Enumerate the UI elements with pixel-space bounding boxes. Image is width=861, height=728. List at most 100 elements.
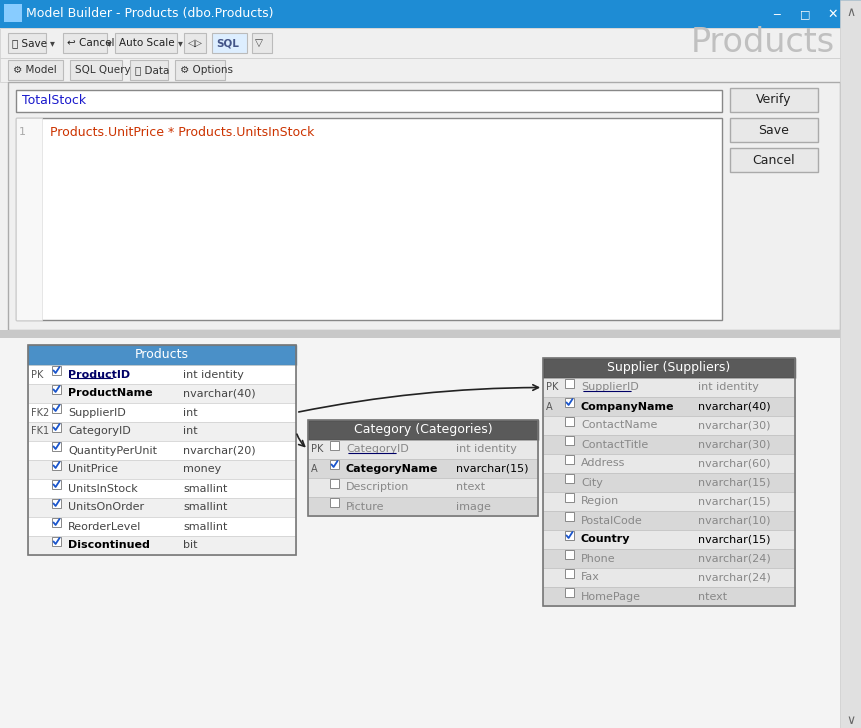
- Bar: [564, 473, 573, 483]
- Bar: [0, 28, 861, 58]
- Bar: [542, 492, 794, 511]
- Text: UnitPrice: UnitPrice: [68, 464, 118, 475]
- Text: nvarchar(40): nvarchar(40): [183, 389, 256, 398]
- Bar: [70, 60, 122, 80]
- Text: nvarchar(20): nvarchar(20): [183, 446, 256, 456]
- Bar: [63, 33, 107, 53]
- Bar: [52, 518, 61, 526]
- Text: nvarchar(15): nvarchar(15): [455, 464, 528, 473]
- Bar: [4, 4, 22, 22]
- Bar: [28, 345, 295, 555]
- Bar: [28, 365, 295, 384]
- Bar: [307, 440, 537, 459]
- Bar: [115, 33, 177, 53]
- Text: SQL Query: SQL Query: [75, 65, 131, 75]
- Text: int identity: int identity: [697, 382, 758, 392]
- Bar: [8, 33, 46, 53]
- Bar: [564, 587, 573, 596]
- Text: UnitsInStock: UnitsInStock: [68, 483, 138, 494]
- Bar: [28, 460, 295, 479]
- Text: int: int: [183, 427, 197, 437]
- Text: ─: ─: [772, 9, 779, 19]
- Bar: [52, 461, 61, 470]
- Text: bit: bit: [183, 540, 197, 550]
- Bar: [564, 531, 573, 539]
- Bar: [564, 493, 573, 502]
- Text: ▾: ▾: [177, 38, 183, 48]
- Text: Products.UnitPrice * Products.UnitsInStock: Products.UnitPrice * Products.UnitsInSto…: [50, 125, 314, 138]
- Text: QuantityPerUnit: QuantityPerUnit: [68, 446, 157, 456]
- Text: ▾: ▾: [107, 38, 112, 48]
- Text: int identity: int identity: [455, 445, 517, 454]
- Bar: [28, 479, 295, 498]
- Bar: [564, 569, 573, 577]
- Text: FK2: FK2: [31, 408, 49, 417]
- Bar: [839, 0, 861, 728]
- Text: Auto Scale: Auto Scale: [119, 38, 175, 48]
- Text: PK: PK: [545, 382, 558, 392]
- Bar: [28, 441, 295, 460]
- Text: Cancel: Cancel: [752, 154, 795, 167]
- Text: ContactTitle: ContactTitle: [580, 440, 647, 449]
- Text: CategoryName: CategoryName: [345, 464, 438, 473]
- Bar: [8, 82, 839, 330]
- Text: Phone: Phone: [580, 553, 615, 563]
- Bar: [564, 512, 573, 521]
- Bar: [28, 384, 295, 403]
- Text: A: A: [311, 464, 317, 473]
- Bar: [564, 454, 573, 464]
- Bar: [16, 118, 722, 320]
- Bar: [52, 422, 61, 432]
- Text: SQL: SQL: [216, 38, 238, 48]
- Text: Products: Products: [135, 349, 189, 362]
- Text: 💾 Save: 💾 Save: [12, 38, 47, 48]
- Bar: [0, 58, 861, 82]
- Text: ◁▷: ◁▷: [188, 38, 202, 48]
- Text: Model Builder - Products (dbo.Products): Model Builder - Products (dbo.Products): [26, 7, 273, 20]
- Bar: [564, 435, 573, 445]
- Bar: [307, 420, 537, 516]
- Text: UnitsOnOrder: UnitsOnOrder: [68, 502, 144, 513]
- Bar: [16, 90, 722, 112]
- Text: ProductName: ProductName: [68, 389, 152, 398]
- Bar: [52, 537, 61, 545]
- Bar: [183, 33, 206, 53]
- Text: PK: PK: [311, 445, 323, 454]
- Text: nvarchar(30): nvarchar(30): [697, 440, 770, 449]
- Bar: [52, 480, 61, 488]
- Bar: [307, 478, 537, 497]
- Text: nvarchar(15): nvarchar(15): [697, 534, 770, 545]
- Bar: [0, 338, 839, 728]
- Bar: [542, 568, 794, 587]
- Text: 📁 Data: 📁 Data: [135, 65, 169, 75]
- Text: image: image: [455, 502, 490, 512]
- Bar: [542, 587, 794, 606]
- Text: Save: Save: [758, 124, 789, 136]
- Text: nvarchar(60): nvarchar(60): [697, 459, 770, 469]
- Bar: [52, 384, 61, 394]
- Bar: [542, 473, 794, 492]
- Text: smallint: smallint: [183, 483, 227, 494]
- Bar: [542, 358, 794, 606]
- Bar: [307, 420, 537, 440]
- Bar: [330, 440, 338, 449]
- Bar: [28, 536, 295, 555]
- Text: ↩ Cancel: ↩ Cancel: [67, 38, 115, 48]
- Text: money: money: [183, 464, 221, 475]
- Text: smallint: smallint: [183, 521, 227, 531]
- Text: ✕: ✕: [826, 7, 837, 20]
- Bar: [307, 497, 537, 516]
- Text: SupplierID: SupplierID: [580, 382, 638, 392]
- Bar: [330, 459, 338, 469]
- Text: CompanyName: CompanyName: [580, 402, 673, 411]
- Bar: [307, 459, 537, 478]
- Bar: [212, 33, 247, 53]
- Text: int identity: int identity: [183, 370, 244, 379]
- Bar: [542, 378, 794, 397]
- Text: smallint: smallint: [183, 502, 227, 513]
- Bar: [52, 365, 61, 374]
- Text: HomePage: HomePage: [580, 591, 641, 601]
- Text: Supplier (Suppliers): Supplier (Suppliers): [607, 362, 730, 374]
- Text: ⚙ Model: ⚙ Model: [13, 65, 57, 75]
- Text: City: City: [580, 478, 602, 488]
